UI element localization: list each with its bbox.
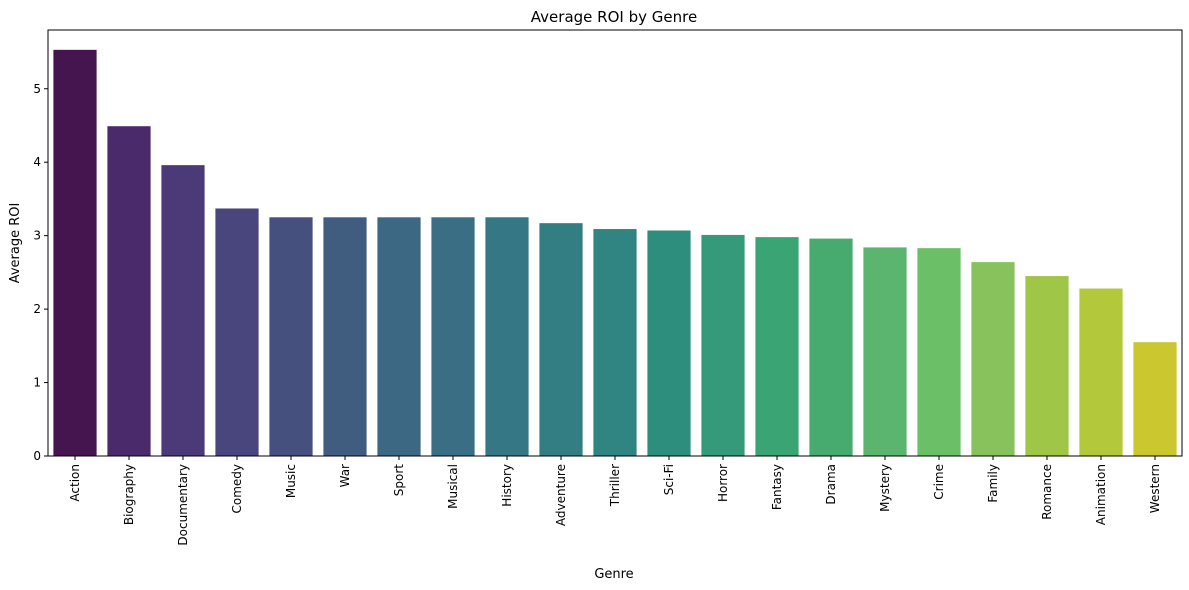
x-axis-label: Genre [594,567,633,582]
bar-history [485,217,529,456]
bar-drama [809,238,853,456]
bar-animation [1079,288,1123,456]
y-axis: 0 1 2 3 4 5 [33,82,48,463]
x-tick-label: Crime [932,464,946,500]
bar-biography [107,126,151,457]
y-tick-label: 0 [33,449,41,463]
x-tick-label: War [338,464,352,487]
x-tick-label: Thriller [608,464,622,507]
y-tick-label: 2 [33,302,41,316]
x-tick-label: Drama [824,464,838,505]
y-tick-label: 4 [33,155,41,169]
bar-thriller [593,229,637,456]
x-tick-label: Action [68,464,82,502]
x-tick-label: Comedy [230,464,244,514]
bar-war [323,217,367,456]
bar-musical [431,217,475,456]
bars-group [53,49,1177,457]
x-tick-label: History [500,464,514,507]
bar-sci-fi [647,230,691,456]
bar-mystery [863,247,907,456]
bar-music [269,217,313,456]
bar-family [971,262,1015,456]
y-tick-label: 1 [33,376,41,390]
x-tick-label: Documentary [176,464,190,546]
bar-documentary [161,165,205,456]
y-tick-label: 3 [33,229,41,243]
bar-adventure [539,223,583,456]
x-tick-label: Sport [392,464,406,497]
bar-comedy [215,208,259,456]
bar-fantasy [755,237,799,456]
x-tick-label: Adventure [554,464,568,526]
y-axis-label: Average ROI [8,203,23,284]
plot-frame [47,29,1183,457]
y-tick-label: 5 [33,82,41,96]
x-tick-label: Music [284,464,298,498]
chart-title: Average ROI by Genre [531,8,697,26]
x-tick-label: Family [986,464,1000,503]
bar-horror [701,234,745,456]
x-tick-label: Horror [716,464,730,502]
x-tick-label: Animation [1094,464,1108,525]
x-tick-label: Romance [1040,464,1054,520]
x-tick-label: Western [1148,464,1162,513]
bar-romance [1025,276,1069,456]
bar-crime [917,248,961,456]
x-tick-label: Mystery [878,464,892,512]
x-tick-label: Biography [122,464,136,525]
x-tick-label: Sci-Fi [662,464,676,495]
x-axis: Action Biography Documentary Comedy Music War… [68,456,1162,546]
bar-sport [377,217,421,456]
bar-action [53,49,97,457]
bar-western [1133,342,1177,456]
x-tick-label: Fantasy [770,464,784,510]
x-tick-label: Musical [446,464,460,509]
